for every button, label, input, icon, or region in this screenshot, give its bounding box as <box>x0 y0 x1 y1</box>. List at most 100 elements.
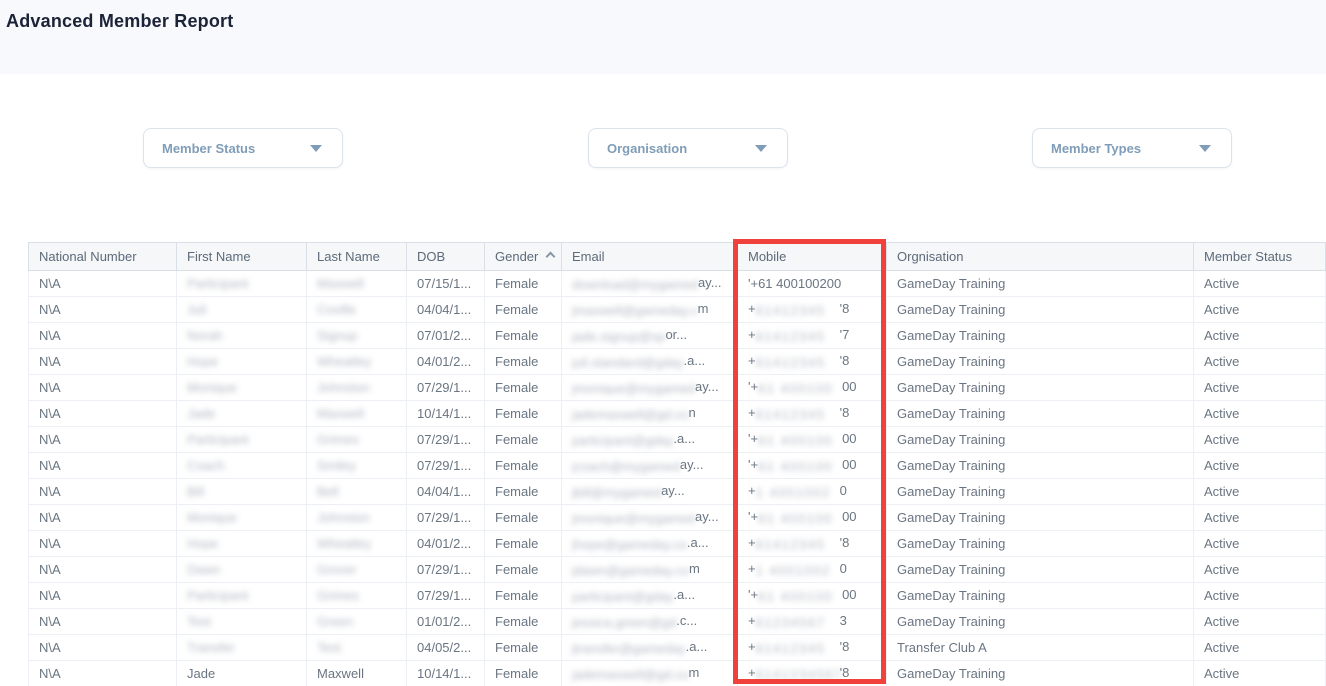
last-name-value: Maxwell <box>317 276 364 291</box>
member-status-value: Active <box>1204 380 1240 395</box>
mobile-redacted-text: 61412345 <box>755 328 826 344</box>
gender-value: Female <box>495 588 539 603</box>
chevron-down-icon <box>310 144 322 152</box>
column-header-email[interactable]: Email <box>561 242 738 271</box>
national-number-value: N\A <box>39 640 61 655</box>
email-visible-suffix: n <box>688 405 696 421</box>
last-name-value: Wheatley <box>317 536 372 551</box>
cell-member-status: Active <box>1193 478 1326 505</box>
gender-value: Female <box>495 510 539 525</box>
first-name-value: Transfer <box>187 640 235 655</box>
email-visible-suffix: ay... <box>679 457 704 473</box>
cell-mobile: +61234567 3 <box>737 608 887 635</box>
members-table-container: National Number First Name Last Name DOB Gen… <box>28 242 1326 686</box>
column-header-label: DOB <box>417 249 446 264</box>
cell-national-number: N\A <box>28 296 177 323</box>
organisation-value: GameDay Training <box>897 588 1006 603</box>
cell-email: jademaxwell@gd.com <box>561 660 738 686</box>
mobile-visible-suffix: '8 <box>839 301 850 317</box>
organisation-value: GameDay Training <box>897 614 1006 629</box>
cell-gender: Female <box>484 374 562 401</box>
cell-organisation: GameDay Training <box>886 270 1194 297</box>
cell-mobile: +1 4001002 0 <box>737 478 887 505</box>
column-header-mobile[interactable]: Mobile <box>737 242 887 271</box>
cell-member-status: Active <box>1193 322 1326 349</box>
cell-member-status: Active <box>1193 608 1326 635</box>
email-redacted-text: jessica.green@gd <box>572 614 677 630</box>
gender-value: Female <box>495 302 539 317</box>
mobile-visible-suffix: 00 <box>842 587 857 603</box>
cell-dob: 07/29/1... <box>406 556 485 583</box>
column-header-status[interactable]: Member Status <box>1193 242 1326 271</box>
cell-mobile: '+61 400100 00 <box>737 452 887 479</box>
mobile-visible-prefix: + <box>748 613 756 629</box>
column-header-dob[interactable]: DOB <box>406 242 485 271</box>
cell-last-name: Grover <box>306 556 407 583</box>
column-header-last[interactable]: Last Name <box>306 242 407 271</box>
top-bar: Advanced Member Report <box>0 0 1326 74</box>
national-number-value: N\A <box>39 588 61 603</box>
first-name-value: Bill <box>187 484 205 499</box>
email-redacted-text: jademaxwell@gd.co <box>572 406 689 422</box>
column-header-first[interactable]: First Name <box>176 242 307 271</box>
cell-national-number: N\A <box>28 374 177 401</box>
dob-value: 07/01/2... <box>417 328 472 343</box>
member-status-dropdown[interactable]: Member Status <box>143 128 343 168</box>
cell-email: jbill@mygameday... <box>561 478 738 505</box>
column-header-label: Mobile <box>748 249 787 264</box>
cell-dob: 07/29/1... <box>406 426 485 453</box>
mobile-visible-suffix: '8 <box>839 639 850 655</box>
cell-national-number: N\A <box>28 582 177 609</box>
dob-value: 04/05/2... <box>417 640 472 655</box>
cell-member-status: Active <box>1193 556 1326 583</box>
email-redacted-text: jhope@gameday.co <box>572 536 687 552</box>
cell-organisation: GameDay Training <box>886 556 1194 583</box>
email-redacted-text: jdawn@gameday.co <box>572 562 690 578</box>
organisation-value: GameDay Training <box>897 536 1006 551</box>
mobile-visible-prefix: '+ <box>748 431 759 447</box>
gender-value: Female <box>495 458 539 473</box>
cell-mobile: +61412345 '7 <box>737 322 887 349</box>
member-status-value: Active <box>1204 458 1240 473</box>
member-types-dropdown[interactable]: Member Types <box>1032 128 1232 168</box>
cell-first-name: Transfer <box>176 634 307 661</box>
column-header-label: Email <box>572 249 605 264</box>
dob-value: 10/14/1... <box>417 666 472 681</box>
mobile-visible-prefix: '+61 400100200 <box>748 276 842 291</box>
first-name-value: Dawn <box>187 562 221 577</box>
last-name-value: Grimes <box>317 588 359 603</box>
cell-organisation: GameDay Training <box>886 608 1194 635</box>
email-redacted-text: participant@gday <box>572 432 674 448</box>
organisation-dropdown[interactable]: Organisation <box>588 128 788 168</box>
mobile-visible-suffix: 00 <box>842 379 857 395</box>
cell-organisation: GameDay Training <box>886 296 1194 323</box>
national-number-value: N\A <box>39 484 61 499</box>
table-row: N\A Jade Maxwell 10/14/1... Female jadem… <box>28 660 1326 686</box>
table-row: N\A Bill Bell 04/04/1... Female jbill@my… <box>28 478 1326 505</box>
mobile-visible-prefix: + <box>748 353 756 369</box>
column-header-national[interactable]: National Number <box>28 242 177 271</box>
mobile-redacted-text: 61 400100 <box>758 510 834 526</box>
last-name-value: Maxwell <box>317 666 364 681</box>
member-status-value: Active <box>1204 354 1240 369</box>
cell-national-number: N\A <box>28 556 177 583</box>
cell-first-name: Monique <box>176 504 307 531</box>
cell-email: participant@gday.a... <box>561 426 738 453</box>
column-header-org[interactable]: Orgnisation <box>886 242 1194 271</box>
cell-organisation: GameDay Training <box>886 452 1194 479</box>
mobile-visible-suffix: 3 <box>839 613 847 629</box>
national-number-value: N\A <box>39 276 61 291</box>
table-row: N\A Juli Coville 04/04/1... Female jmaxw… <box>28 296 1326 323</box>
organisation-value: GameDay Training <box>897 328 1006 343</box>
cell-member-status: Active <box>1193 296 1326 323</box>
mobile-visible-suffix: '8 <box>839 535 850 551</box>
column-header-gender[interactable]: Gender <box>484 242 562 271</box>
cell-first-name: Bill <box>176 478 307 505</box>
cell-first-name: Juli <box>176 296 307 323</box>
cell-last-name: Maxwell <box>306 400 407 427</box>
cell-dob: 04/01/2... <box>406 348 485 375</box>
organisation-value: GameDay Training <box>897 302 1006 317</box>
cell-organisation: GameDay Training <box>886 348 1194 375</box>
cell-last-name: Johnston <box>306 374 407 401</box>
